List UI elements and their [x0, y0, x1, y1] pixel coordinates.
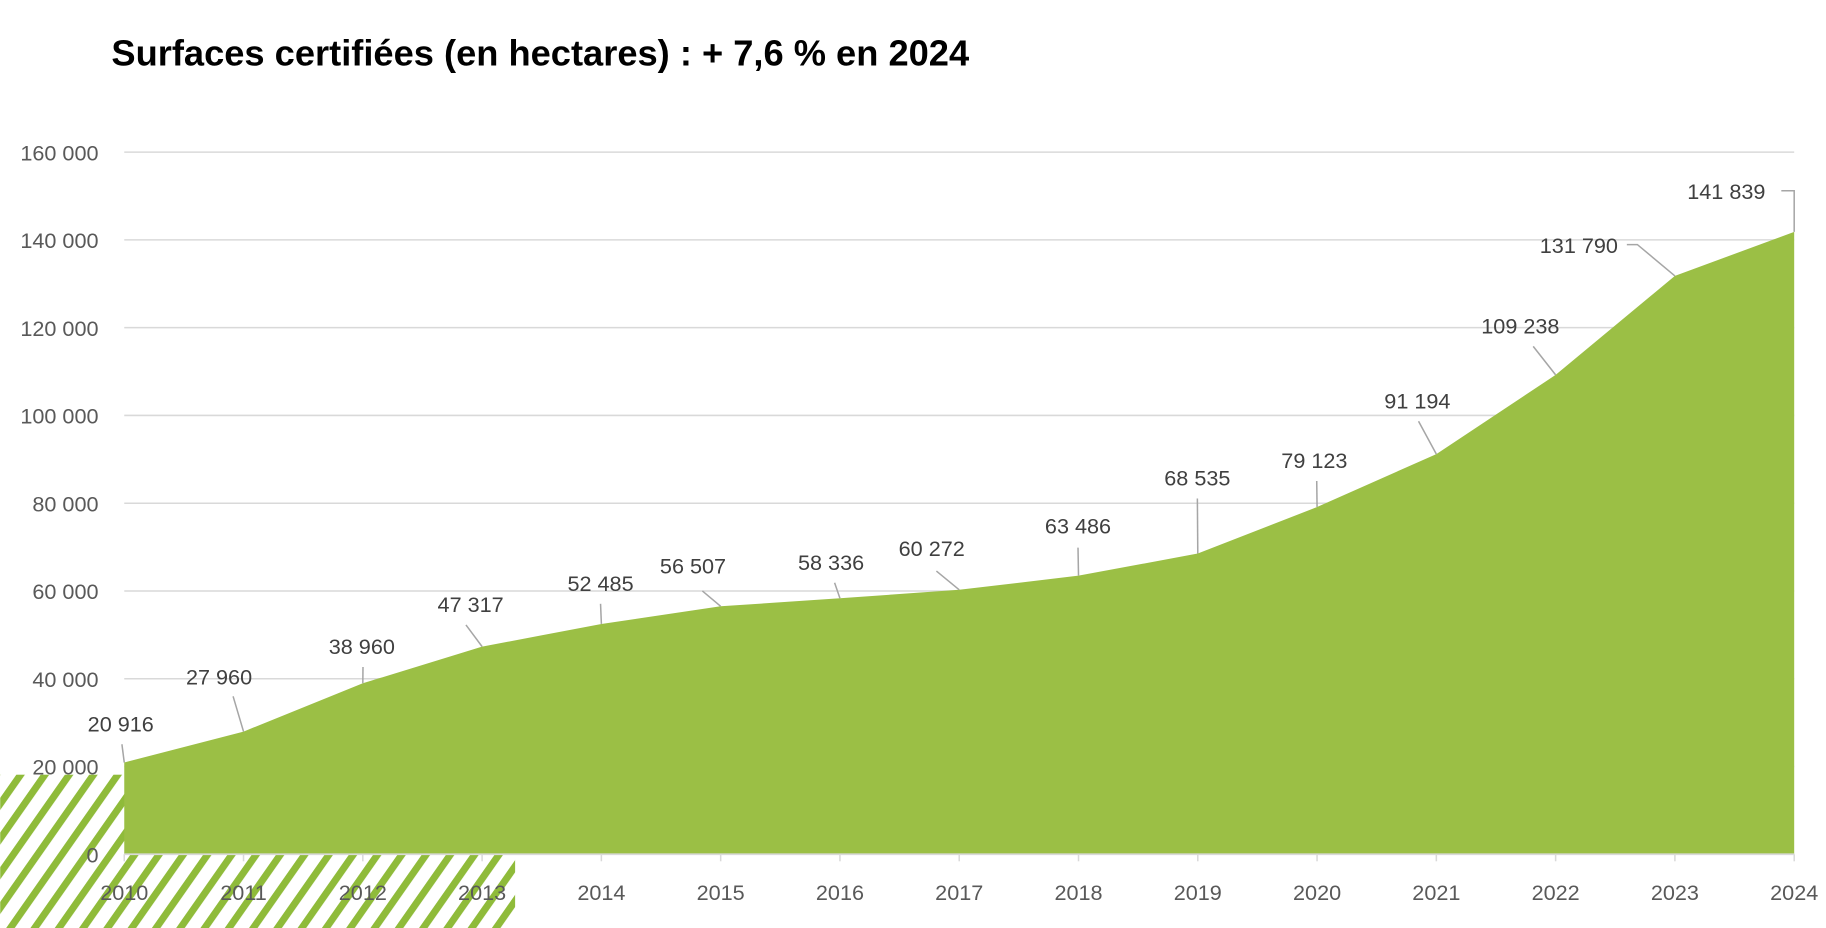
y-tick-label: 0: [86, 842, 98, 867]
x-tick-label: 2019: [1174, 880, 1222, 905]
data-label: 56 507: [660, 553, 726, 578]
leader-line: [1626, 243, 1676, 277]
x-axis-ticks: 2010 2011 2012 2013 2014 2015 2016 2017 2018 2019…: [100, 853, 1818, 905]
x-tick-label: 2024: [1770, 880, 1818, 905]
chart-title: Surfaces certifiées (en hectares) : + 7,…: [111, 33, 969, 74]
data-label: 131 790: [1540, 233, 1618, 258]
x-tick-label: 2018: [1054, 880, 1102, 905]
data-label: 68 535: [1164, 466, 1230, 491]
leader-line: [935, 570, 960, 591]
x-tick-label: 2020: [1293, 880, 1341, 905]
data-label: 27 960: [186, 665, 252, 690]
leader-line: [1781, 189, 1795, 232]
y-tick-label: 80 000: [32, 491, 98, 516]
x-tick-label: 2010: [100, 880, 148, 905]
data-label: 63 486: [1045, 514, 1111, 539]
y-tick-label: 160 000: [20, 140, 98, 165]
data-label: 38 960: [329, 634, 395, 659]
area-series: [124, 231, 1795, 855]
y-tick-label: 40 000: [32, 667, 98, 692]
data-label: 52 485: [567, 571, 633, 596]
x-tick-label: 2015: [697, 880, 745, 905]
x-tick-label: 2016: [816, 880, 864, 905]
y-tick-label: 100 000: [20, 404, 98, 429]
data-label: 79 123: [1281, 448, 1347, 473]
leader-line: [833, 582, 841, 599]
leader-line: [1417, 420, 1438, 455]
data-label: 47 317: [438, 592, 504, 617]
y-tick-label: 120 000: [20, 316, 98, 341]
x-tick-label: 2022: [1532, 880, 1580, 905]
leader-line: [701, 590, 722, 607]
x-tick-label: 2023: [1651, 880, 1699, 905]
data-labels: 20 916 27 960 38 960 47 317 52 485 56 507 58 3…: [88, 179, 1795, 763]
data-label: 141 839: [1687, 179, 1765, 204]
leader-line: [1532, 345, 1557, 376]
x-tick-label: 2017: [935, 880, 983, 905]
data-label: 91 194: [1384, 388, 1450, 413]
y-tick-label: 20 000: [32, 755, 98, 780]
y-tick-label: 140 000: [20, 228, 98, 253]
data-label: 20 916: [88, 711, 154, 736]
leader-line: [232, 696, 245, 732]
leader-line: [599, 603, 603, 624]
data-label: 58 336: [798, 550, 864, 575]
data-label: 60 272: [899, 536, 965, 561]
leader-line: [121, 744, 126, 763]
x-tick-label: 2013: [458, 880, 506, 905]
x-tick-label: 2014: [577, 880, 625, 905]
y-axis-ticks: 0 20 000 40 000 60 000 80 000 100 000 120 000 1…: [20, 140, 98, 867]
x-tick-label: 2011: [220, 880, 267, 905]
x-tick-label: 2021: [1412, 880, 1460, 905]
y-tick-label: 60 000: [32, 579, 98, 604]
leader-line: [1077, 547, 1080, 576]
leader-line: [465, 624, 483, 648]
data-label: 109 238: [1481, 314, 1559, 339]
x-tick-label: 2012: [339, 880, 387, 905]
